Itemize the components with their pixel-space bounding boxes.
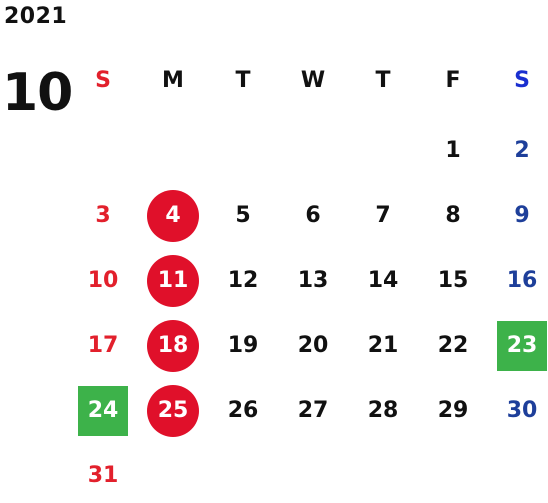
- calendar-day-25: 25: [147, 385, 199, 437]
- calendar-day-5: 5: [235, 203, 251, 228]
- calendar-day-24: 24: [78, 386, 128, 436]
- calendar-day-23: 23: [497, 321, 547, 371]
- calendar-day-21: 21: [367, 333, 399, 358]
- calendar-day-15: 15: [437, 268, 469, 293]
- calendar-day-8: 8: [445, 203, 461, 228]
- weekday-header-sunday: S: [95, 68, 111, 93]
- calendar-day-3: 3: [95, 203, 111, 228]
- weekday-header-saturday: S: [514, 68, 530, 93]
- calendar-day-31: 31: [87, 463, 119, 488]
- weekday-header-friday: F: [445, 68, 461, 93]
- calendar-day-4: 4: [147, 190, 199, 242]
- calendar-day-27: 27: [297, 398, 329, 423]
- calendar-day-18: 18: [147, 320, 199, 372]
- weekday-header-thursday: T: [375, 68, 391, 93]
- calendar-day-28: 28: [367, 398, 399, 423]
- weekday-header-monday: M: [162, 68, 184, 93]
- calendar-day-19: 19: [227, 333, 259, 358]
- calendar-day-14: 14: [367, 268, 399, 293]
- calendar-day-9: 9: [514, 203, 530, 228]
- calendar-day-13: 13: [297, 268, 329, 293]
- calendar-day-30: 30: [506, 398, 538, 423]
- month-label: 10: [2, 63, 73, 123]
- calendar-day-12: 12: [227, 268, 259, 293]
- calendar-day-26: 26: [227, 398, 259, 423]
- calendar-day-17: 17: [87, 333, 119, 358]
- calendar-day-6: 6: [305, 203, 321, 228]
- calendar-day-2: 2: [514, 138, 530, 163]
- weekday-header-tuesday: T: [235, 68, 251, 93]
- calendar-day-7: 7: [375, 203, 391, 228]
- calendar-day-16: 16: [506, 268, 538, 293]
- calendar-day-11: 11: [147, 255, 199, 307]
- calendar-day-10: 10: [87, 268, 119, 293]
- calendar-day-20: 20: [297, 333, 329, 358]
- calendar-day-1: 1: [445, 138, 461, 163]
- year-label: 2021: [4, 4, 68, 29]
- calendar-day-29: 29: [437, 398, 469, 423]
- weekday-header-wednesday: W: [300, 68, 326, 93]
- calendar-day-22: 22: [437, 333, 469, 358]
